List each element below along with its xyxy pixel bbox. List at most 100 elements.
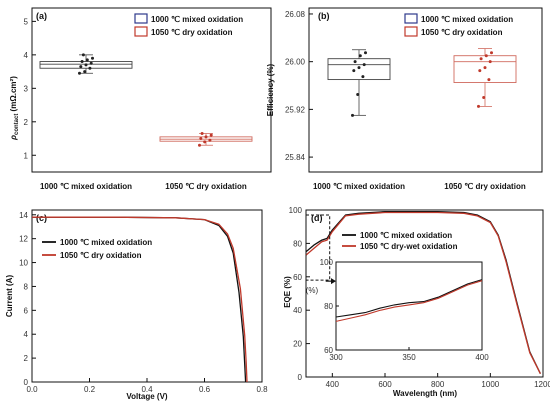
- y-tick-label: 1: [24, 151, 29, 160]
- data-point: [362, 63, 366, 67]
- data-point: [88, 66, 92, 70]
- data-point: [487, 78, 491, 82]
- y-tick-label: 0: [298, 373, 303, 382]
- panel-d-ylabel: EQE (%): [283, 276, 292, 308]
- legend-label: 1050 ℃ dry oxidation: [421, 28, 503, 37]
- data-point: [482, 95, 486, 99]
- y-tick-label: 26.08: [285, 10, 306, 19]
- box-series: [453, 48, 517, 108]
- y-tick-label: 25.92: [285, 105, 306, 114]
- y-tick-label: 5: [24, 17, 29, 26]
- data-point: [199, 137, 203, 141]
- x-tick-label: 0.0: [26, 385, 38, 394]
- data-point: [479, 57, 483, 61]
- box-iqr: [327, 58, 391, 81]
- legend-label: 1000 ℃ mixed oxidation: [151, 15, 243, 24]
- data-point: [490, 51, 493, 55]
- category-label: 1000 ℃ mixed oxidation: [40, 182, 132, 191]
- data-point: [200, 132, 204, 136]
- panel-c-xlabel: Voltage (V): [126, 392, 168, 401]
- category-label: 1000 ℃ mixed oxidation: [313, 182, 405, 191]
- y-tick-label: 10: [19, 259, 28, 268]
- data-point: [203, 140, 207, 144]
- data-point: [89, 61, 93, 65]
- y-tick-label: 3: [24, 84, 29, 93]
- panel-c: (c) 0 2 4 6 8 10 12 14 0.0 0.2 0.4 0.6 0.8 1000 ℃ mi…: [5, 209, 268, 401]
- data-point: [361, 75, 365, 79]
- data-point: [356, 92, 360, 96]
- x-tick-label: 400: [326, 380, 340, 389]
- series-line: [305, 211, 541, 374]
- panel-b-ylabel: Efficiency (%): [266, 63, 275, 116]
- data-point: [352, 69, 356, 73]
- panel-c-ylabel: Current (A): [5, 275, 14, 318]
- x-tick-label: 0.2: [84, 385, 96, 394]
- legend-label: 1000 ℃ mixed oxidation: [60, 238, 152, 247]
- data-point: [80, 60, 84, 64]
- box-series: [159, 132, 253, 147]
- data-point: [477, 104, 480, 108]
- x-tick-label: 0.6: [199, 385, 211, 394]
- panel-d: (d) 0 20 40 60 80 100 400 600 800 1000 1200 1000 ℃…: [283, 206, 550, 398]
- y-tick-label: 4: [24, 330, 29, 339]
- inset-x-tick-label: 350: [402, 353, 416, 362]
- data-point: [79, 65, 83, 69]
- data-point: [208, 138, 212, 142]
- panel-b-label: (b): [318, 11, 330, 21]
- inset-y-tick-label: 60: [324, 346, 333, 355]
- x-tick-label: 1000: [481, 380, 499, 389]
- zoom-region-box: [305, 214, 331, 281]
- inset-series-line: [335, 280, 483, 322]
- y-tick-label: 20: [293, 340, 302, 349]
- panel-a-label: (a): [36, 11, 47, 21]
- y-tick-label: 8: [24, 282, 29, 291]
- panel-a-frame: [31, 7, 272, 173]
- y-tick-label: 25.84: [285, 153, 306, 162]
- y-tick-label: 60: [293, 273, 302, 282]
- y-tick-label: 100: [289, 206, 303, 215]
- data-point: [358, 54, 362, 58]
- inset-series-line: [335, 279, 483, 318]
- data-point: [91, 56, 94, 60]
- legend-label: 1050 ℃ dry-wet oxidation: [360, 242, 458, 251]
- data-point: [83, 70, 87, 74]
- inset-ylabel-fragment: (%): [306, 286, 319, 295]
- inset-frame: [335, 261, 483, 351]
- box-iqr: [39, 61, 133, 69]
- data-point: [357, 66, 361, 70]
- y-tick-label: 4: [24, 51, 29, 60]
- box-series: [39, 53, 133, 75]
- legend-label: 1050 ℃ dry oxidation: [60, 251, 142, 260]
- data-point: [353, 60, 357, 64]
- data-point: [81, 53, 85, 57]
- x-tick-label: 600: [378, 380, 392, 389]
- data-point: [364, 51, 367, 55]
- data-point: [198, 143, 201, 147]
- inset-y-tick-label: 80: [324, 302, 333, 311]
- panel-d-legend: 1000 ℃ mixed oxidation 1050 ℃ dry-wet ox…: [342, 231, 458, 251]
- panel-d-frame: [305, 209, 544, 378]
- y-tick-label: 2: [24, 354, 29, 363]
- data-point: [209, 133, 213, 137]
- data-point: [85, 58, 89, 62]
- data-point: [351, 113, 354, 117]
- panel-a-legend: 1000 ℃ mixed oxidation 1050 ℃ dry oxidat…: [134, 13, 243, 37]
- y-tick-label: 6: [24, 306, 29, 315]
- x-tick-label: 1200: [534, 380, 550, 389]
- panel-d-xlabel: Wavelength (nm): [393, 389, 457, 398]
- panel-b: (b) 25.84 25.92 26.00 26.08 1000 ℃ mixed ox…: [266, 7, 543, 191]
- data-point: [478, 69, 482, 73]
- x-tick-label: 0.4: [141, 385, 153, 394]
- y-tick-label: 14: [19, 211, 28, 220]
- inset-y-tick-label: 100: [320, 258, 334, 267]
- legend-label: 1000 ℃ mixed oxidation: [421, 15, 513, 24]
- category-label: 1050 ℃ dry oxidation: [444, 182, 526, 191]
- category-label: 1050 ℃ dry oxidation: [165, 182, 247, 191]
- y-tick-label: 40: [293, 306, 302, 315]
- data-point: [84, 63, 88, 67]
- y-tick-label: 80: [293, 239, 302, 248]
- panel-a-ylabel: ρcontact (mΩ.cm²): [9, 76, 20, 141]
- panel-b-legend: 1000 ℃ mixed oxidation 1050 ℃ dry oxidat…: [404, 13, 513, 37]
- x-tick-label: 0.8: [256, 385, 268, 394]
